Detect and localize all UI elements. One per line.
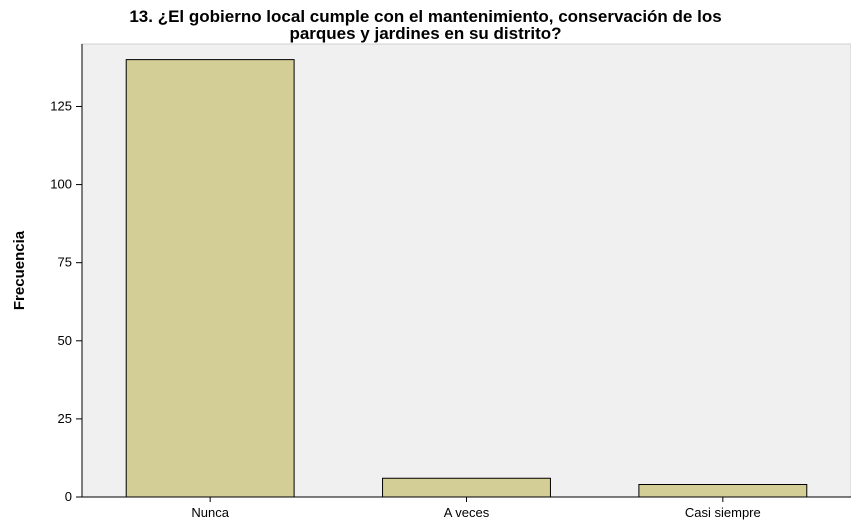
x-tick-label: Nunca [191, 505, 229, 520]
x-tick-label: A veces [444, 505, 490, 520]
chart-title: 13. ¿El gobierno local cumple con el man… [0, 8, 851, 42]
y-tick-label: 100 [50, 177, 72, 192]
x-ticks: Nunca A veces Casi siempre [191, 497, 761, 520]
y-tick-label: 125 [50, 98, 72, 113]
x-tick-label: Casi siempre [685, 505, 761, 520]
y-ticks: 0 25 50 75 100 125 [50, 98, 82, 504]
y-tick-label: 0 [65, 489, 72, 504]
y-axis-label: Frecuencia [11, 230, 28, 310]
y-tick-label: 50 [58, 333, 72, 348]
y-tick-label: 25 [58, 411, 72, 426]
bar-nunca [125, 59, 295, 498]
bar-a-veces [382, 477, 551, 498]
chart-title-line-2: parques y jardines en su distrito? [289, 24, 562, 43]
chart-title-line-1: 13. ¿El gobierno local cumple con el man… [129, 7, 722, 26]
y-tick-label: 75 [58, 255, 72, 270]
bars [125, 59, 808, 498]
bar-casi-siempre [638, 484, 808, 498]
